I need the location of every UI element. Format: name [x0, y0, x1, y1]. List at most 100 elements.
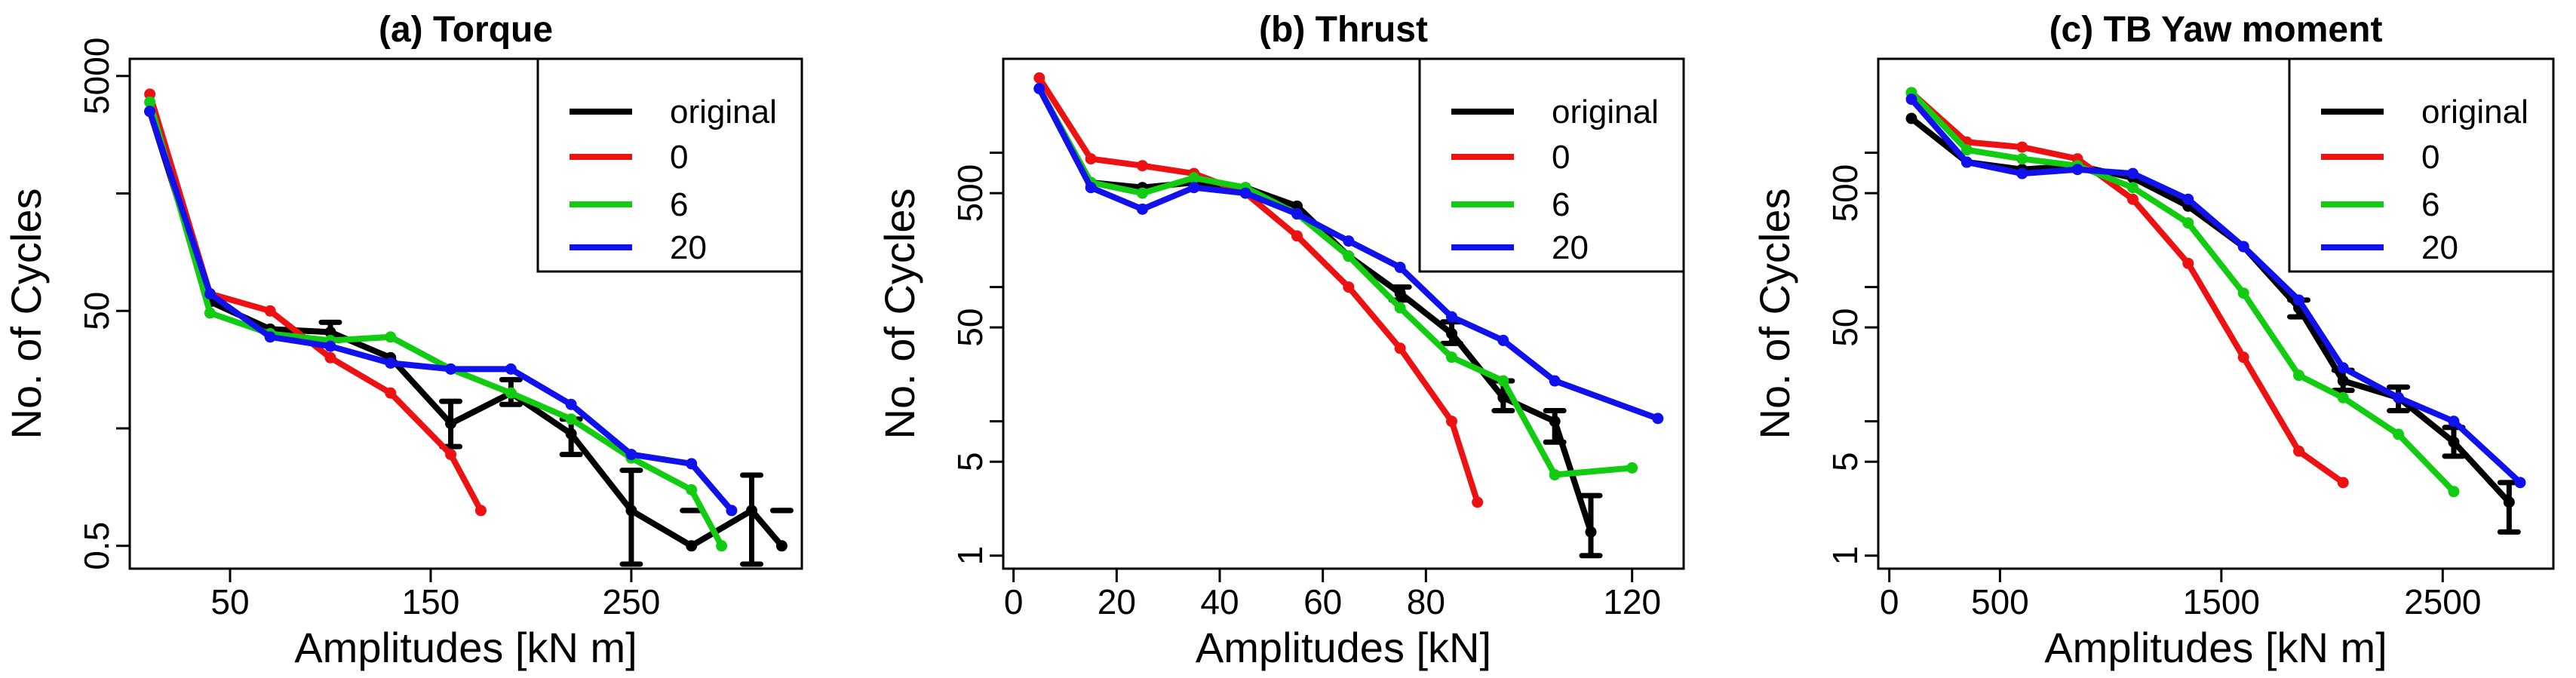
- series-amp-6: [1033, 83, 1638, 481]
- data-point: [2448, 486, 2460, 498]
- data-point: [204, 307, 216, 319]
- x-tick-label: 2500: [2404, 582, 2481, 621]
- x-tick-label: 40: [1200, 582, 1239, 621]
- legend-box: [536, 57, 803, 273]
- data-point: [1905, 94, 1917, 106]
- y-tick-label: 5000: [77, 38, 116, 115]
- data-point: [2293, 294, 2305, 306]
- data-point: [2016, 167, 2028, 179]
- data-point: [2337, 362, 2349, 374]
- y-tick-label: 50: [1825, 308, 1865, 347]
- data-point: [686, 458, 698, 470]
- data-point: [2448, 416, 2460, 428]
- data-point: [2237, 351, 2249, 364]
- data-point: [445, 449, 457, 461]
- data-point: [2237, 241, 2249, 253]
- x-tick-label: 150: [402, 582, 460, 621]
- data-point: [1394, 342, 1406, 354]
- data-point: [2126, 182, 2138, 194]
- data-point: [1343, 281, 1355, 293]
- data-point: [1446, 351, 1457, 364]
- series-amp-0: [144, 88, 487, 517]
- panel-title: (c) TB Yaw moment: [2049, 10, 2383, 50]
- data-point: [1472, 496, 1484, 508]
- series-line: [146, 108, 785, 549]
- data-point: [1652, 413, 1664, 425]
- series-line: [1036, 75, 1481, 505]
- data-point: [1033, 72, 1045, 84]
- data-point: [1960, 156, 1973, 168]
- legend-label: 6: [670, 186, 688, 223]
- data-point: [2016, 141, 2028, 153]
- y-tick-label: 500: [950, 164, 990, 222]
- data-point: [474, 505, 487, 517]
- y-tick-label: 5: [1825, 452, 1865, 471]
- data-point: [625, 449, 637, 461]
- data-point: [1394, 302, 1406, 314]
- legend-box: [1418, 57, 1685, 273]
- data-point: [1137, 160, 1148, 172]
- data-point: [324, 351, 336, 364]
- data-point: [385, 387, 397, 399]
- data-point: [144, 106, 156, 118]
- legend-label: original: [2421, 94, 2528, 130]
- legend-label: 20: [2421, 229, 2458, 266]
- data-point: [2237, 287, 2249, 299]
- data-point: [2182, 257, 2194, 269]
- x-tick-label: 80: [1407, 582, 1445, 621]
- data-point: [324, 340, 336, 352]
- legend-label: original: [670, 94, 777, 130]
- y-tick-label: 5: [950, 452, 990, 471]
- series-amp-20: [144, 106, 738, 517]
- y-tick-label: 500: [1825, 164, 1865, 222]
- data-point: [2126, 167, 2138, 179]
- x-tick-label: 0: [1004, 582, 1024, 621]
- legend-label: 20: [670, 229, 707, 266]
- data-point: [385, 331, 397, 343]
- y-axis-label: No. of Cycles: [876, 189, 923, 440]
- legend-label: original: [1552, 94, 1659, 130]
- data-point: [1137, 187, 1148, 199]
- data-point: [2182, 193, 2194, 205]
- data-point: [144, 96, 156, 108]
- data-point: [686, 483, 698, 495]
- y-tick-label: 1: [1825, 546, 1865, 566]
- data-point: [686, 540, 698, 552]
- series-line: [1036, 85, 1635, 478]
- x-tick-label: 0: [1880, 582, 1899, 621]
- data-point: [2182, 217, 2194, 229]
- series-amp-20: [1905, 94, 2526, 489]
- series-line: [146, 91, 484, 514]
- series-line: [1036, 85, 1661, 422]
- legend-label: 6: [1552, 186, 1570, 223]
- data-point: [1291, 208, 1303, 220]
- data-point: [2126, 193, 2138, 205]
- legend: original 0 6 20: [536, 57, 803, 273]
- x-tick-label: 20: [1098, 582, 1136, 621]
- y-tick-label: 50: [77, 292, 116, 330]
- data-point: [1085, 153, 1097, 165]
- series-amp-6: [1905, 87, 2460, 498]
- data-point: [1137, 203, 1148, 215]
- data-point: [2293, 445, 2305, 457]
- data-point: [1343, 235, 1355, 247]
- data-point: [1291, 230, 1303, 242]
- y-tick-label: 0.5: [77, 522, 116, 570]
- data-point: [1446, 311, 1457, 323]
- data-point: [2337, 391, 2349, 403]
- legend: original 0 6 20: [1418, 57, 1685, 273]
- y-tick-label: 1: [950, 546, 990, 566]
- y-axis-label: No. of Cycles: [1751, 189, 1798, 440]
- data-point: [204, 288, 216, 300]
- data-point: [1188, 172, 1200, 184]
- legend-label: 0: [1552, 139, 1570, 176]
- legend-label: 6: [2421, 186, 2439, 223]
- data-point: [264, 331, 276, 343]
- data-point: [2016, 153, 2028, 165]
- legend-label: 0: [2421, 139, 2439, 176]
- x-tick-label: 250: [603, 582, 661, 621]
- data-point: [1626, 462, 1638, 474]
